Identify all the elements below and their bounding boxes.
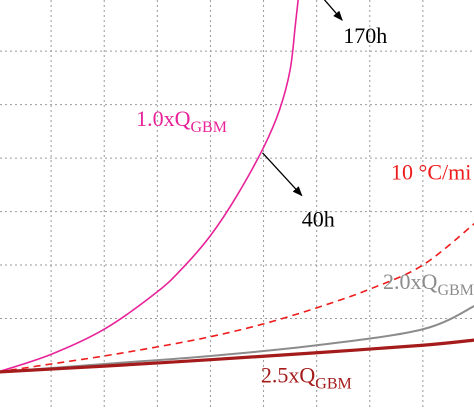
series-line-2 [0, 222, 474, 373]
series-label-3: 2.0xQGBM [383, 269, 474, 299]
series-group [0, 0, 474, 374]
series-line-3 [0, 305, 474, 373]
series-label-4: 2.5xQGBM [261, 363, 352, 393]
annotation-arrow-1 [323, 0, 343, 21]
series-label-2: 10 °C/mi [391, 160, 471, 185]
series-line-1 [0, 0, 299, 373]
series-label-1: 1.0xQGBM [136, 106, 227, 136]
series-labels: 1.0xQGBM 10 °C/mi 2.0xQGBM 2.5xQGBM [136, 106, 474, 393]
annotation-arrow-2 [262, 152, 303, 197]
annotation-label-2: 40h [302, 207, 335, 232]
annotation-label-1: 170h [343, 23, 387, 48]
series-line-4 [0, 338, 474, 374]
annotations: 170h 40h [262, 0, 387, 232]
